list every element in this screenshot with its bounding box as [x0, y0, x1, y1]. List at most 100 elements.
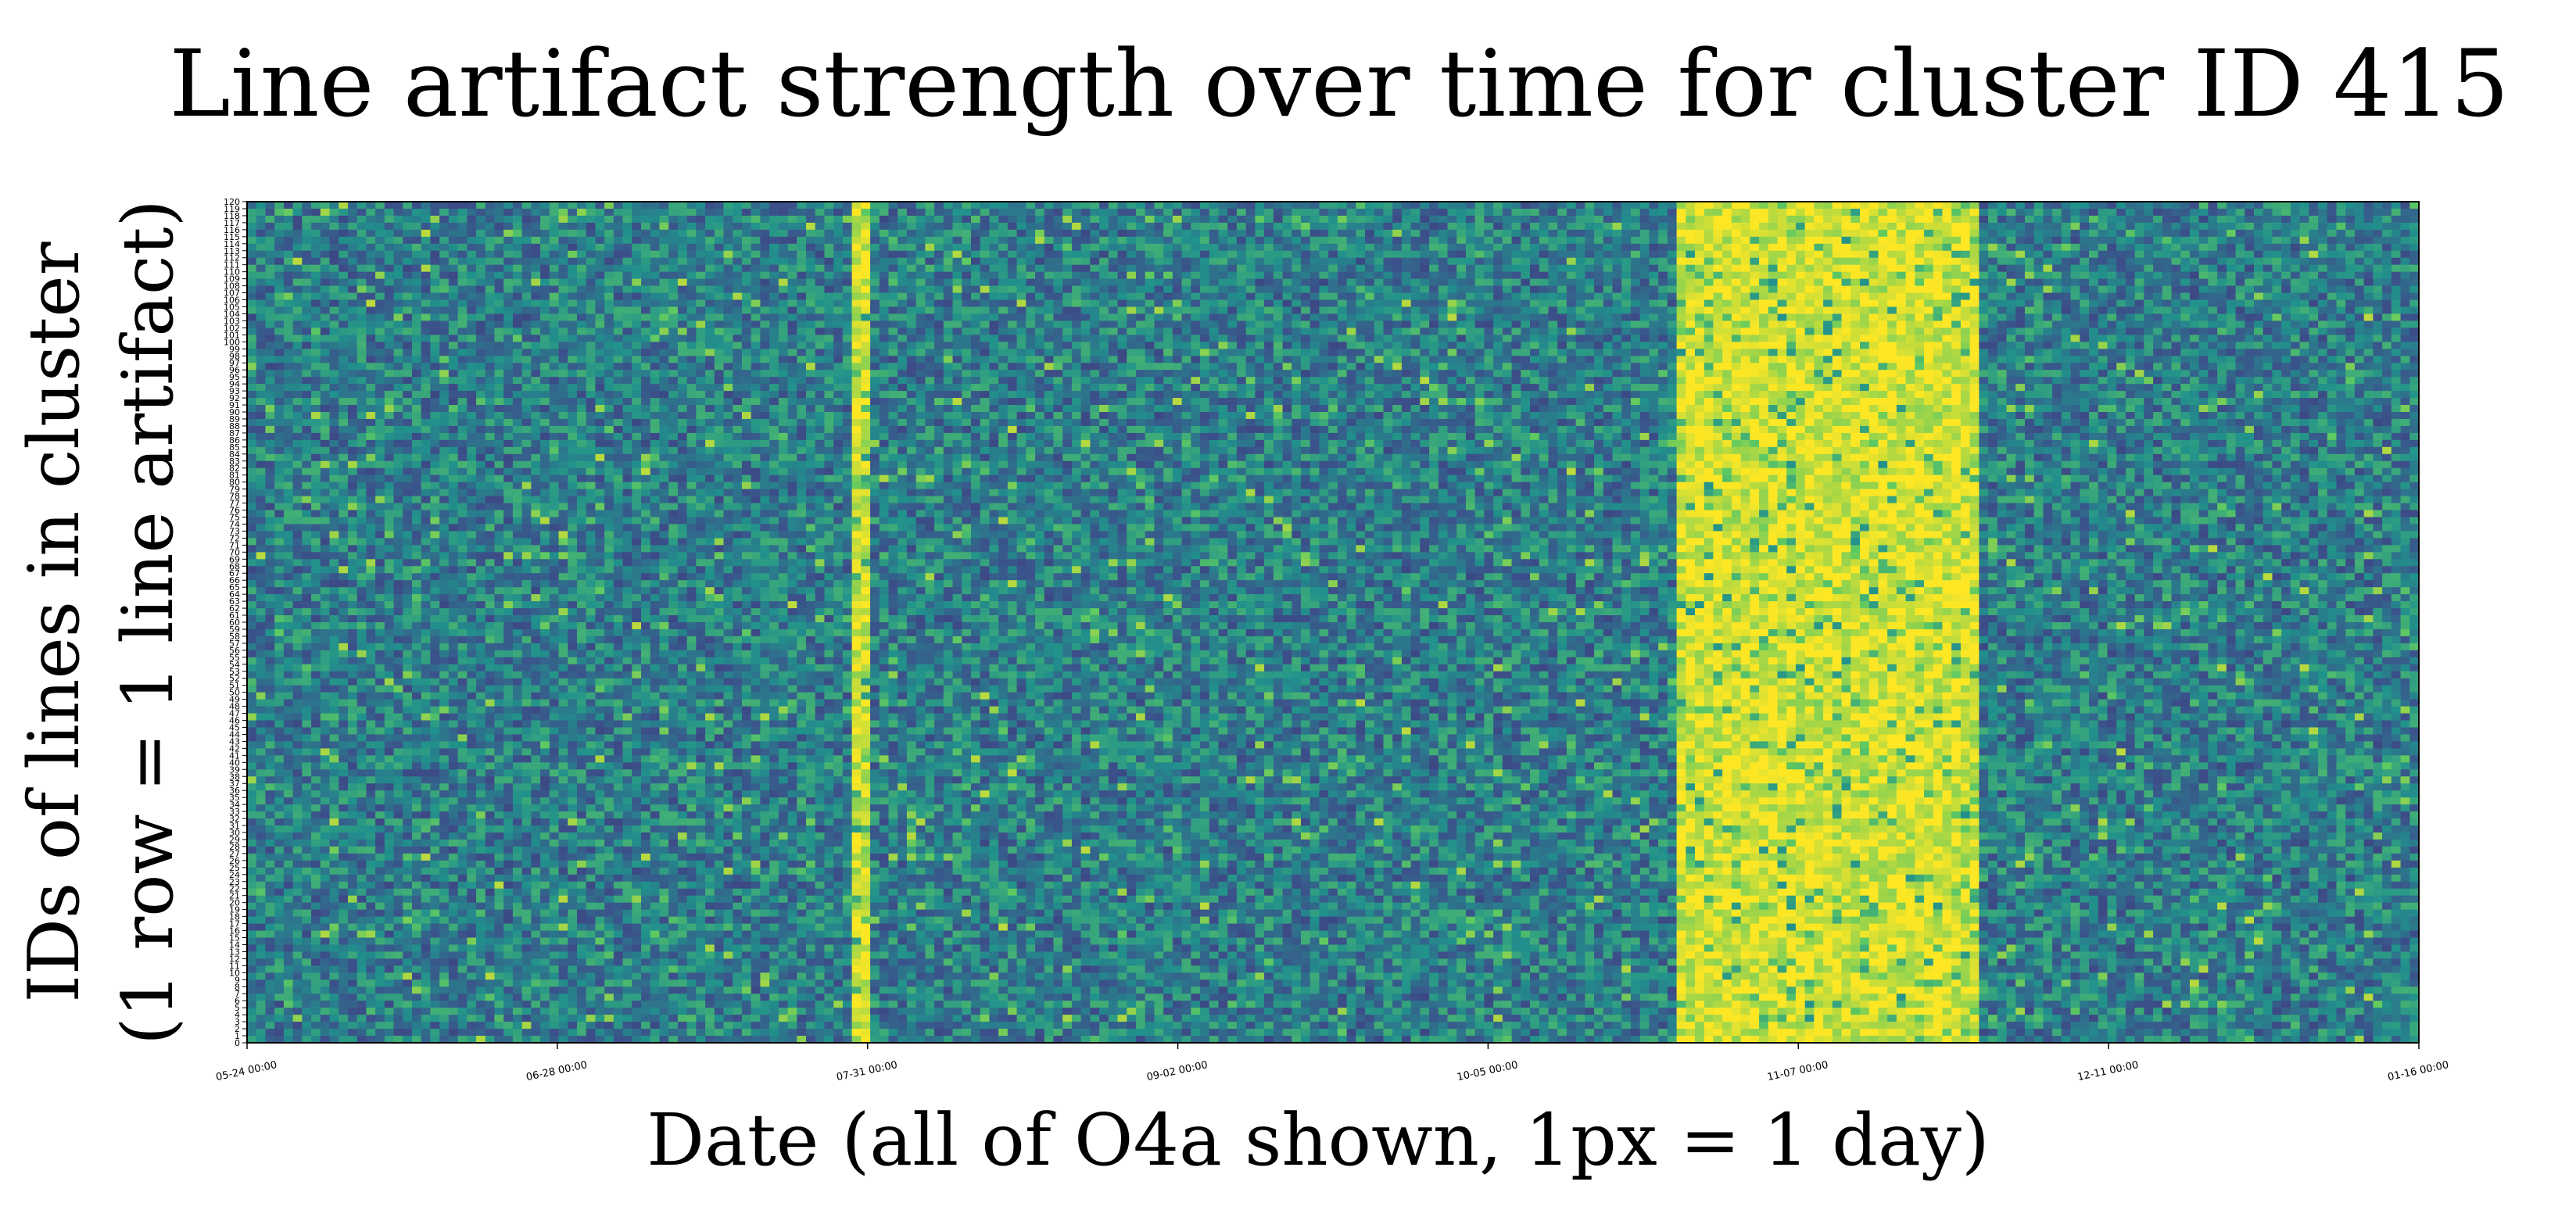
heatmap-cell — [1401, 299, 1412, 308]
heatmap-cell — [2061, 299, 2072, 308]
heatmap-cell — [2373, 285, 2383, 294]
heatmap-cell — [2299, 271, 2309, 280]
heatmap-cell — [1695, 264, 1705, 273]
heatmap-cell — [2153, 306, 2163, 315]
heatmap-cell — [2400, 222, 2410, 231]
heatmap-cell — [1823, 215, 1833, 224]
heatmap-cell — [2290, 236, 2301, 245]
heatmap-cell — [760, 243, 770, 252]
heatmap-cell — [393, 208, 403, 217]
heatmap-cell — [366, 208, 376, 217]
heatmap-cell — [787, 257, 797, 266]
heatmap-cell — [384, 320, 395, 328]
heatmap-cell — [650, 229, 661, 238]
heatmap-cell — [457, 215, 468, 224]
heatmap-cell — [815, 222, 826, 231]
heatmap-cell — [1227, 257, 1238, 266]
heatmap-cell — [2033, 313, 2044, 322]
heatmap-cell — [1346, 250, 1356, 259]
heatmap-cell — [2162, 320, 2173, 328]
heatmap-cell — [2373, 278, 2383, 287]
heatmap-cell — [1575, 222, 1585, 231]
heatmap-cell — [1612, 250, 1622, 259]
heatmap-cell — [962, 306, 972, 315]
heatmap-cell — [1841, 320, 1851, 328]
heatmap-cell — [2217, 257, 2227, 266]
heatmap-cell — [1630, 306, 1641, 315]
heatmap-cell — [2336, 285, 2346, 294]
heatmap-cell — [1768, 285, 1779, 294]
heatmap-cell — [1896, 229, 1907, 238]
heatmap-cell — [1145, 250, 1155, 259]
heatmap-cell — [1127, 271, 1137, 280]
heatmap-cell — [760, 229, 770, 238]
heatmap-cell — [1887, 313, 1897, 322]
heatmap-cell — [247, 236, 257, 245]
heatmap-cell — [1209, 292, 1220, 301]
heatmap-cell — [962, 215, 972, 224]
heatmap-cell — [2098, 202, 2108, 209]
heatmap-cell — [1905, 208, 1915, 217]
heatmap-cell — [439, 215, 450, 224]
heatmap-cell — [1649, 306, 1659, 315]
heatmap-cell — [842, 257, 853, 266]
heatmap-cell — [1740, 313, 1750, 322]
heatmap-cell — [1438, 271, 1449, 280]
heatmap-cell — [842, 202, 853, 209]
heatmap-cell — [1447, 257, 1457, 266]
heatmap-cell — [274, 328, 285, 335]
heatmap-cell — [1108, 342, 1119, 349]
heatmap-cell — [421, 208, 432, 217]
heatmap-cell — [2354, 264, 2365, 273]
heatmap-cell — [2263, 229, 2273, 238]
heatmap-cell — [1988, 257, 1998, 266]
heatmap-cell — [952, 313, 962, 322]
heatmap-cell — [1639, 250, 1650, 259]
heatmap-cell — [2281, 278, 2291, 287]
heatmap-cell — [1200, 285, 1210, 294]
heatmap-cell — [2254, 250, 2264, 259]
heatmap-cell — [1612, 215, 1622, 224]
heatmap-cell — [2391, 342, 2402, 349]
heatmap-cell — [952, 250, 962, 259]
heatmap-cell — [1832, 292, 1843, 301]
heatmap-cell — [1722, 202, 1732, 209]
heatmap-cell — [2043, 342, 2053, 349]
heatmap-cell — [1282, 306, 1292, 315]
heatmap-cell — [2033, 306, 2044, 315]
heatmap-cell — [1062, 243, 1073, 252]
heatmap-cell — [824, 257, 834, 266]
heatmap-cell — [411, 222, 422, 231]
heatmap-cell — [457, 250, 468, 259]
heatmap-cell — [1062, 208, 1073, 217]
heatmap-cell — [1420, 222, 1430, 231]
heatmap-cell — [888, 208, 898, 217]
heatmap-cell — [641, 229, 651, 238]
heatmap-cell — [329, 335, 339, 342]
heatmap-cell — [485, 229, 496, 238]
heatmap-cell — [1915, 292, 1925, 301]
heatmap-cell — [1639, 306, 1650, 315]
heatmap-cell — [1356, 222, 1366, 231]
heatmap-cell — [1300, 292, 1311, 301]
heatmap-cell — [1804, 335, 1815, 342]
heatmap-cell — [1392, 271, 1403, 280]
heatmap-cell — [833, 271, 844, 280]
heatmap-cell — [1667, 306, 1678, 315]
heatmap-cell — [503, 250, 514, 259]
heatmap-cell — [952, 278, 962, 287]
heatmap-cell — [806, 306, 816, 315]
heatmap-cell — [2254, 264, 2264, 273]
heatmap-cell — [375, 320, 385, 328]
heatmap-cell — [2024, 335, 2035, 342]
heatmap-cell — [714, 250, 725, 259]
heatmap-cell — [2024, 236, 2035, 245]
heatmap-cell — [1154, 320, 1164, 328]
heatmap-cell — [467, 292, 477, 301]
heatmap-cell — [751, 313, 761, 322]
heatmap-cell — [1594, 320, 1604, 328]
heatmap-cell — [1621, 335, 1632, 342]
heatmap-cell — [1795, 292, 1806, 301]
heatmap-cell — [1530, 264, 1540, 273]
heatmap-cell — [668, 229, 679, 238]
